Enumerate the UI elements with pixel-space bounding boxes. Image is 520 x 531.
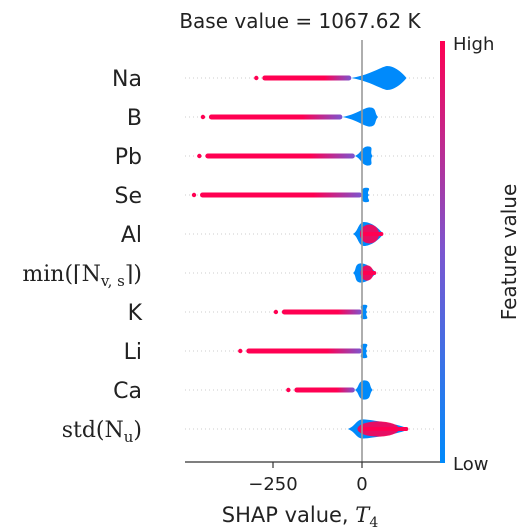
feature-row-6: K xyxy=(128,301,435,326)
feature-label-main: min(⌈N xyxy=(22,262,100,287)
feature-label: Na xyxy=(112,67,142,92)
x-tick-label: −250 xyxy=(248,474,297,495)
feature-label: Se xyxy=(115,184,143,209)
feature-row-7: Li xyxy=(124,340,435,365)
feature-label: Ca xyxy=(113,379,142,404)
feature-label-main: Li xyxy=(124,340,142,365)
high-value-points xyxy=(262,75,352,81)
low-value-points xyxy=(354,146,373,166)
feature-row-1: B xyxy=(127,106,435,131)
feature-label-sub: u xyxy=(124,428,134,446)
feature-label-main: K xyxy=(128,301,143,326)
high-value-points xyxy=(200,192,362,198)
feature-row-0: Na xyxy=(112,66,435,92)
feature-label-tail: ) xyxy=(133,418,142,443)
chart-title: Base value = 1067.62 K xyxy=(179,9,421,33)
feature-label-main: B xyxy=(127,106,142,131)
feature-label: Pb xyxy=(115,145,142,170)
feature-label-main: Na xyxy=(112,67,142,92)
high-value-points xyxy=(208,114,343,120)
outlier-point xyxy=(238,348,243,354)
feature-row-3: Se xyxy=(115,184,435,209)
colorbar-title: Feature value xyxy=(497,184,520,321)
high-value-tail xyxy=(362,427,409,431)
colorbar-low-label: Low xyxy=(453,454,488,475)
feature-label: B xyxy=(127,106,142,131)
high-value-tail xyxy=(362,232,384,236)
feature-label-main: std(N xyxy=(62,418,124,443)
feature-row-4: Al xyxy=(121,222,435,248)
high-value-points xyxy=(205,153,355,159)
feature-label: std(Nu) xyxy=(62,418,142,446)
feature-row-8: Ca xyxy=(113,379,435,404)
colorbar xyxy=(440,41,445,463)
low-value-points xyxy=(362,187,370,203)
feature-label: min(⌈Nv, s⌉) xyxy=(22,262,142,290)
low-value-points xyxy=(354,380,373,400)
high-value-points xyxy=(294,387,355,393)
feature-row-2: Pb xyxy=(115,145,435,170)
x-tick-label: 0 xyxy=(356,474,367,495)
outlier-point xyxy=(200,114,206,120)
feature-label-main: Ca xyxy=(113,379,142,404)
feature-label-sub: v, s xyxy=(100,272,125,290)
feature-label: K xyxy=(128,301,143,326)
high-value-tail xyxy=(362,271,377,275)
high-value-points xyxy=(281,309,362,315)
feature-label-main: Se xyxy=(115,184,143,209)
feature-label: Li xyxy=(124,340,142,365)
colorbar-high-label: High xyxy=(453,34,494,55)
feature-label: Al xyxy=(121,223,142,248)
low-value-points xyxy=(342,107,379,127)
outlier-point xyxy=(286,387,291,393)
outlier-point xyxy=(197,153,202,159)
low-value-points xyxy=(351,66,407,90)
feature-row-9: std(Nu) xyxy=(62,418,435,446)
outlier-point xyxy=(191,192,197,198)
feature-label-main: Al xyxy=(121,223,142,248)
feature-label-main: Pb xyxy=(115,145,142,170)
outlier-point xyxy=(254,75,259,81)
feature-row-5: min(⌈Nv, s⌉) xyxy=(22,262,435,290)
high-value-points xyxy=(246,348,362,354)
x-axis-label: SHAP value, T4 xyxy=(222,503,379,531)
feature-label-tail: ⌉) xyxy=(125,262,142,287)
outlier-point xyxy=(273,309,279,315)
